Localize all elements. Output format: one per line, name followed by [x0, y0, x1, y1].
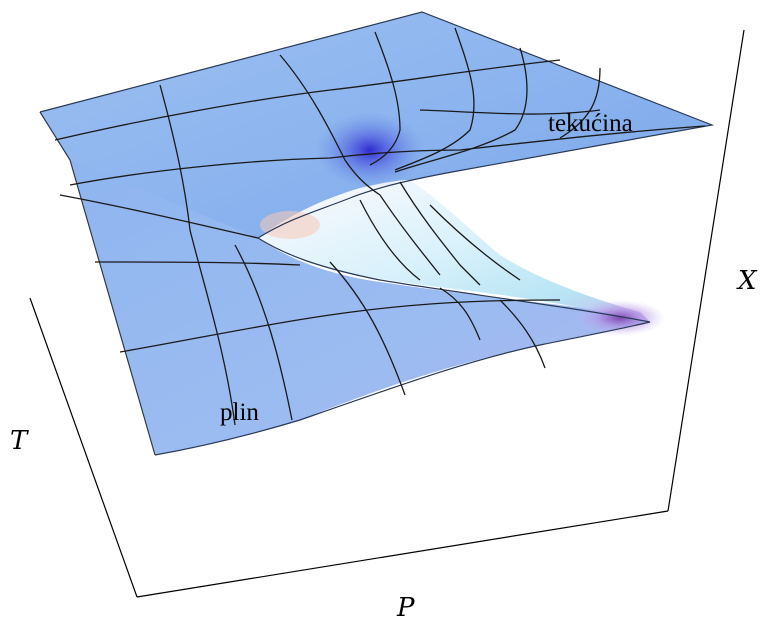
right-vertical-edge — [667, 29, 745, 512]
liquid-label: tekućina — [548, 110, 633, 137]
cusp-shading — [315, 112, 425, 188]
fold-sheet — [258, 180, 650, 322]
t-axis-label: T — [10, 426, 29, 456]
lower-mesh — [59, 194, 561, 426]
gas-label: plin — [220, 399, 259, 426]
upper-mesh — [54, 27, 706, 231]
left-vertical-edge — [29, 297, 138, 598]
fold-mesh — [359, 181, 521, 286]
fold-warm-shading — [260, 211, 320, 239]
fold-tip-shading — [575, 300, 665, 336]
bottom-edge — [136, 510, 669, 598]
lower-sheet — [70, 160, 650, 455]
bounding-box — [29, 29, 745, 598]
x-axis-label: X — [736, 266, 758, 296]
p-axis-label: P — [396, 593, 415, 623]
surface-outline — [39, 11, 715, 456]
